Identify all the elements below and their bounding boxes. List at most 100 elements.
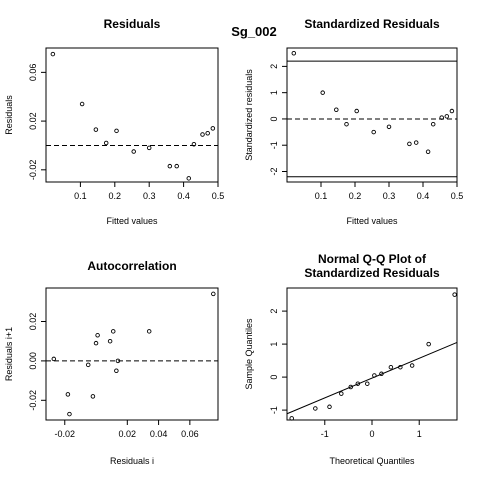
- data-point: [355, 381, 361, 386]
- x-tick-label: 0.1: [315, 191, 328, 201]
- data-point: [339, 391, 344, 396]
- x-tick-label: 0.3: [383, 191, 396, 201]
- data-point: [146, 329, 152, 334]
- y-axis-label: Residuals i+1: [4, 327, 14, 381]
- data-point: [167, 163, 173, 169]
- data-point: [93, 127, 99, 132]
- data-point: [354, 108, 359, 114]
- plot-frame: [286, 287, 458, 421]
- y-tick-label: -1: [269, 141, 279, 149]
- data-point: [191, 141, 197, 147]
- data-point: [110, 329, 116, 334]
- x-axis-label: Residuals i: [110, 456, 154, 466]
- x-tick-label: -1: [321, 429, 329, 439]
- data-point: [365, 381, 370, 386]
- data-point: [409, 363, 415, 368]
- data-point: [398, 364, 403, 370]
- data-point: [439, 115, 444, 120]
- data-point: [344, 121, 349, 127]
- data-point: [107, 338, 113, 344]
- data-point: [174, 163, 179, 169]
- x-tick-label: 0.5: [451, 191, 464, 201]
- panel-title: Standardized Residuals: [304, 17, 440, 31]
- y-tick-label: 0.06: [28, 64, 38, 82]
- data-point: [50, 51, 56, 57]
- data-point: [103, 140, 109, 146]
- data-point: [114, 128, 119, 134]
- y-tick-label: -2: [269, 167, 279, 175]
- qq-reference-line: [286, 341, 458, 415]
- data-point: [211, 291, 216, 297]
- x-tick-label: 0.4: [417, 191, 430, 201]
- figure-title: Sg_002: [231, 24, 277, 39]
- data-point: [413, 140, 419, 145]
- data-point: [426, 341, 431, 347]
- data-point: [372, 373, 377, 378]
- data-point: [313, 406, 318, 411]
- data-point: [320, 90, 325, 95]
- panel-title: Normal Q-Q Plot of: [318, 252, 427, 266]
- y-tick-label: 0.02: [28, 112, 38, 130]
- panel-title: Standardized Residuals: [304, 266, 440, 280]
- plot-frame: [45, 47, 219, 183]
- y-tick-label: 0.02: [28, 313, 38, 331]
- y-tick-label: -0.02: [28, 390, 38, 411]
- x-axis-label: Fitted values: [346, 216, 398, 226]
- data-point: [449, 108, 455, 114]
- data-point: [205, 131, 210, 136]
- data-point: [210, 126, 216, 131]
- y-tick-label: -0.02: [28, 160, 38, 181]
- data-point: [291, 51, 297, 56]
- data-point: [114, 368, 119, 373]
- data-point: [386, 124, 392, 130]
- x-tick-label: 0.1: [74, 191, 87, 201]
- y-tick-label: 1: [269, 342, 279, 347]
- y-tick-label: 2: [269, 309, 279, 314]
- x-tick-label: 0.06: [181, 429, 199, 439]
- data-point: [51, 356, 57, 362]
- data-point: [430, 121, 436, 127]
- y-tick-label: 0: [269, 375, 279, 380]
- panel-title: Autocorrelation: [87, 259, 176, 273]
- panel-residuals: Residuals 0.1 0.2 0.3 0.4 0.5 -0.02 0.02 0.06 Fit…: [4, 17, 224, 226]
- data-point: [452, 292, 457, 297]
- data-point: [131, 149, 136, 154]
- data-point: [186, 176, 192, 181]
- x-tick-label: 0.04: [150, 429, 168, 439]
- data-point: [334, 107, 339, 112]
- y-tick-label: 0.00: [28, 352, 38, 370]
- x-tick-label: -0.02: [55, 429, 76, 439]
- y-axis-label: Sample Quantiles: [244, 318, 254, 390]
- x-tick-label: 0.2: [349, 191, 362, 201]
- x-axis-label: Fitted values: [106, 216, 158, 226]
- y-tick-label: 2: [269, 64, 279, 69]
- data-point: [379, 371, 384, 377]
- data-point: [444, 114, 450, 119]
- data-point: [425, 149, 431, 155]
- data-point: [79, 101, 85, 107]
- data-point: [115, 358, 121, 364]
- plot-frame: [45, 287, 219, 421]
- data-point: [327, 404, 332, 410]
- data-point: [146, 145, 152, 151]
- x-tick-label: 0: [369, 429, 374, 439]
- data-point: [200, 132, 205, 137]
- data-point: [67, 411, 72, 417]
- data-point: [85, 362, 91, 368]
- data-point: [93, 340, 99, 346]
- data-point: [90, 394, 96, 399]
- y-tick-label: 0: [269, 116, 279, 121]
- x-tick-label: 0.5: [212, 191, 225, 201]
- x-tick-label: 1: [417, 429, 422, 439]
- data-point: [289, 416, 294, 421]
- data-point: [388, 364, 394, 370]
- x-tick-label: 0.2: [109, 191, 122, 201]
- plot-frame: [286, 47, 458, 183]
- data-point: [348, 384, 354, 390]
- x-tick-label: 0.02: [119, 429, 137, 439]
- y-tick-label: 1: [269, 90, 279, 95]
- y-tick-label: -1: [269, 406, 279, 414]
- panel-autocorrelation: Autocorrelation -0.02 0.02 0.04 0.06 -0.02 0.0…: [4, 259, 219, 466]
